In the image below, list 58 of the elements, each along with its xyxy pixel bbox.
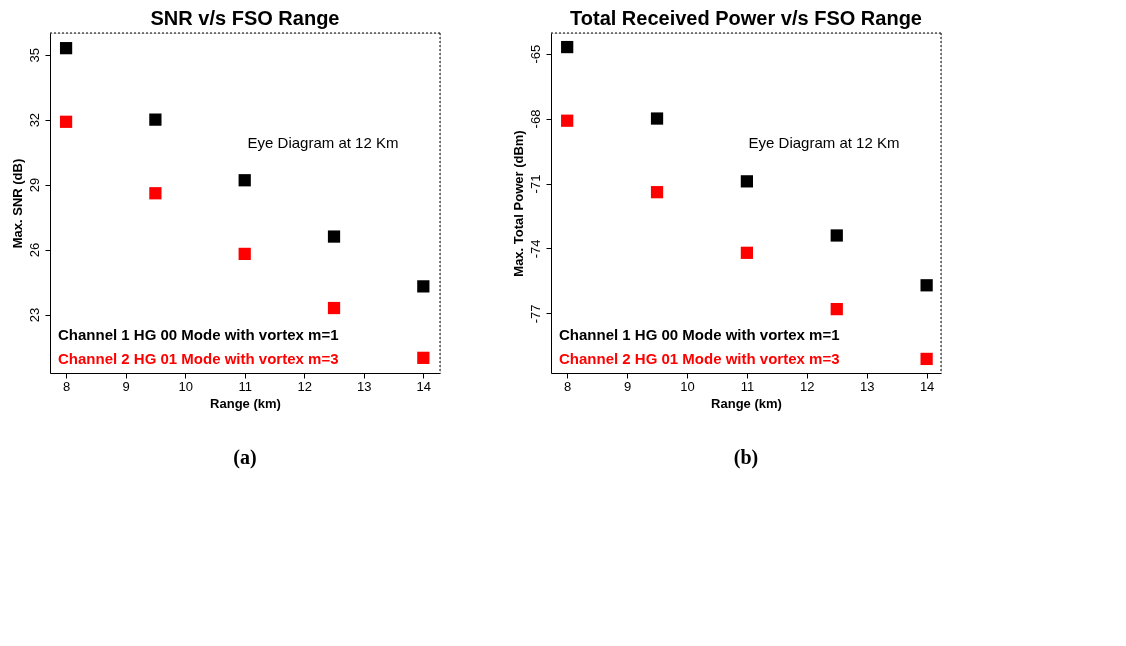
- y-axis-title: Max. Total Power (dBm): [510, 130, 526, 277]
- x-tick-label: 12: [297, 378, 312, 394]
- x-tick-label: 9: [122, 378, 130, 394]
- y-tick-label: -65: [527, 44, 543, 64]
- x-tick-label: 11: [238, 378, 252, 394]
- point: [920, 279, 933, 292]
- x-tick-label: 8: [564, 378, 572, 394]
- y-tick-label: 32: [26, 112, 42, 128]
- chart-title: Total Received Power v/s FSO Range: [570, 6, 922, 29]
- point: [327, 301, 341, 315]
- point: [920, 352, 933, 366]
- point: [830, 229, 843, 242]
- annotation: Eye Diagram at 12 Km: [247, 134, 399, 151]
- x-axis-title: Range (km): [711, 395, 782, 411]
- y-tick-label: 26: [26, 242, 42, 258]
- text: Channel 1 HG 00 Mode with vortex m=1: [58, 326, 339, 343]
- chart-title: SNR v/s FSO Range: [150, 6, 340, 29]
- text: (b): [733, 446, 759, 469]
- text: Channel 1 HG 00 Mode with vortex m=1: [559, 326, 840, 343]
- x-tick-label: 13: [357, 378, 372, 394]
- x-tick-label: 10: [178, 378, 193, 394]
- point: [561, 40, 574, 54]
- point: [561, 114, 574, 127]
- x-tick-label: 11: [740, 378, 755, 394]
- y-tick-label: -71: [527, 174, 543, 194]
- x-tick-label: 9: [623, 378, 632, 394]
- x-tick-label: 14: [919, 378, 935, 394]
- point: [417, 351, 430, 364]
- point: [327, 230, 341, 243]
- point: [149, 187, 162, 200]
- x-tick-label: 10: [680, 378, 695, 394]
- point: [650, 186, 664, 199]
- text: Channel 2 HG 01 Mode with vortex m=3: [559, 350, 840, 367]
- point: [740, 175, 754, 188]
- point: [650, 112, 664, 125]
- point: [740, 246, 754, 259]
- x-tick-label: 14: [416, 378, 432, 394]
- y-tick-label: -77: [527, 304, 543, 324]
- x-tick-label: 8: [62, 378, 71, 394]
- x-axis-title: Range (km): [210, 395, 281, 411]
- text: (a): [233, 446, 257, 469]
- y-tick-label: -68: [527, 109, 543, 129]
- x-tick-label: 12: [800, 378, 815, 394]
- point: [417, 280, 430, 293]
- text: Channel 2 HG 01 Mode with vortex m=3: [58, 350, 339, 367]
- y-tick-label: 35: [26, 47, 42, 63]
- point: [238, 247, 251, 261]
- x-tick-label: 13: [859, 378, 875, 394]
- point: [149, 113, 162, 126]
- point: [59, 115, 73, 128]
- point: [59, 42, 73, 55]
- y-axis-title: Max. SNR (dB): [9, 158, 25, 249]
- y-tick-label: 29: [26, 177, 42, 193]
- annotation: Eye Diagram at 12 Km: [748, 134, 900, 151]
- y-tick-label: 23: [26, 307, 42, 323]
- point: [830, 302, 843, 316]
- point: [238, 174, 251, 187]
- y-tick-label: -74: [527, 239, 543, 259]
